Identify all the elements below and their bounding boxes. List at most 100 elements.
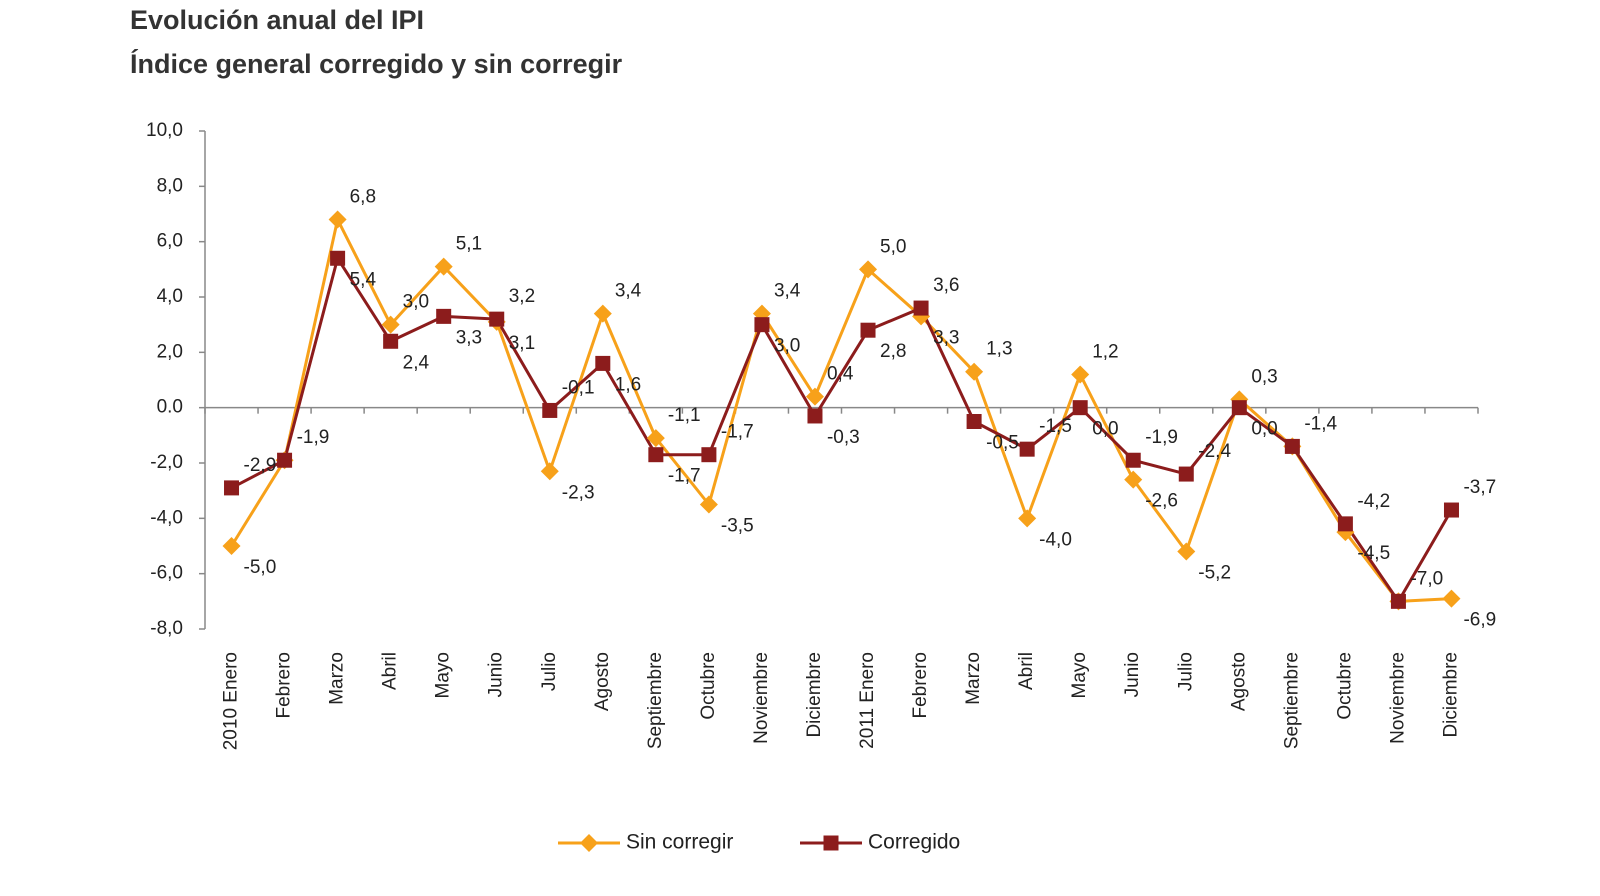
value-label: 3,3: [933, 327, 959, 348]
x-tick-label: Septiembre: [1281, 652, 1302, 749]
x-tick-label: Octubre: [698, 652, 719, 720]
value-label: -0,3: [827, 427, 860, 448]
value-label: 0,3: [1251, 366, 1277, 387]
data-point: [1337, 516, 1353, 532]
data-point: [328, 210, 347, 229]
legend-label: Corregido: [868, 831, 960, 854]
data-point: [1443, 502, 1459, 518]
value-label: 1,6: [615, 374, 641, 395]
x-tick-label: Agosto: [1228, 652, 1249, 711]
value-label: 6,8: [350, 187, 376, 208]
x-tick-label: Diciembre: [804, 652, 825, 738]
x-tick-label: Febrero: [274, 652, 295, 719]
value-label: -7,0: [1410, 568, 1443, 589]
data-point: [913, 300, 929, 316]
data-point: [593, 304, 612, 323]
value-label: -5,2: [1198, 563, 1231, 584]
data-point: [540, 462, 559, 481]
value-label: 2,8: [880, 341, 906, 362]
y-tick-label: -4,0: [150, 507, 183, 528]
data-point: [436, 308, 452, 324]
x-tick-label: Agosto: [592, 652, 613, 711]
value-label: 3,3: [456, 327, 482, 348]
value-label: 0,0: [1251, 419, 1277, 440]
data-point: [1177, 542, 1196, 561]
data-point: [1178, 466, 1194, 482]
x-tick-label: Junio: [1122, 652, 1143, 697]
value-label: 3,0: [774, 336, 800, 357]
chart-title: Evolución anual del IPI: [130, 5, 424, 35]
data-point: [1072, 400, 1088, 416]
y-tick-label: 0.0: [157, 397, 183, 418]
data-point: [542, 402, 558, 418]
legend-label: Sin corregir: [626, 831, 733, 854]
data-point: [489, 311, 505, 327]
x-tick-label: Junio: [486, 652, 507, 697]
data-point: [383, 333, 399, 349]
value-label: 1,2: [1092, 341, 1118, 362]
x-tick-label: Octubre: [1334, 652, 1355, 720]
value-label: 5,4: [350, 269, 377, 290]
series-line: [230, 218, 1452, 603]
value-label: 1,3: [986, 339, 1012, 360]
value-label: -1,1: [668, 405, 701, 426]
x-tick-label: Julio: [539, 652, 560, 691]
data-point: [222, 537, 241, 555]
data-point: [699, 495, 718, 514]
x-tick-label: Abril: [1016, 652, 1037, 690]
value-label: 3,4: [774, 281, 801, 302]
value-label: 2,4: [403, 352, 430, 373]
value-label: 5,0: [880, 236, 906, 257]
data-point: [224, 480, 240, 496]
value-label: -6,9: [1463, 610, 1496, 631]
data-point: [381, 315, 400, 334]
value-label: -1,7: [721, 422, 754, 443]
value-label: -2,4: [1198, 441, 1231, 462]
data-point: [807, 408, 823, 424]
data-point: [1390, 593, 1406, 609]
y-tick-label: 6,0: [157, 231, 183, 252]
y-tick-label: 10,0: [146, 120, 183, 141]
data-point: [1125, 452, 1141, 468]
value-label: -2,6: [1145, 491, 1178, 512]
chart-subtitle: Índice general corregido y sin corregir: [130, 48, 623, 79]
data-point: [330, 250, 346, 266]
x-tick-label: 2011 Enero: [857, 652, 878, 749]
x-tick-label: Marzo: [963, 652, 984, 705]
data-point: [646, 429, 665, 448]
data-point: [1018, 509, 1037, 528]
x-tick-label: 2010 Enero: [221, 652, 242, 750]
data-point: [595, 355, 611, 371]
y-tick-label: -6,0: [150, 563, 183, 584]
x-tick-label: Julio: [1175, 652, 1196, 691]
y-tick-label: 2,0: [157, 341, 183, 362]
y-tick-label: 4,0: [157, 286, 183, 307]
x-tick-label: Mayo: [433, 652, 454, 698]
value-label: -1,7: [668, 466, 701, 487]
value-label: -0,5: [986, 433, 1019, 454]
value-label: 3,2: [509, 286, 535, 307]
data-point: [1442, 589, 1461, 608]
x-tick-label: Diciembre: [1440, 652, 1461, 738]
data-point: [1231, 400, 1247, 416]
value-label: 3,6: [933, 275, 959, 296]
value-label: 0,4: [827, 364, 854, 385]
y-tick-label: 8,0: [157, 175, 183, 196]
value-label: -1,4: [1304, 413, 1337, 434]
series-line: [230, 256, 1453, 603]
value-label: -3,7: [1463, 477, 1496, 498]
legend-marker: [823, 835, 839, 851]
value-label: -4,0: [1039, 529, 1072, 550]
value-label: -1,9: [1145, 427, 1178, 448]
data-point: [754, 317, 770, 333]
value-label: -2,3: [562, 482, 595, 503]
value-label: -2,9: [244, 455, 277, 476]
data-point: [434, 257, 453, 276]
value-label: 5,1: [456, 234, 482, 255]
value-label: -4,2: [1357, 491, 1390, 512]
x-tick-label: Febrero: [910, 652, 931, 719]
value-label: 3,1: [509, 333, 535, 354]
data-point: [965, 362, 984, 381]
